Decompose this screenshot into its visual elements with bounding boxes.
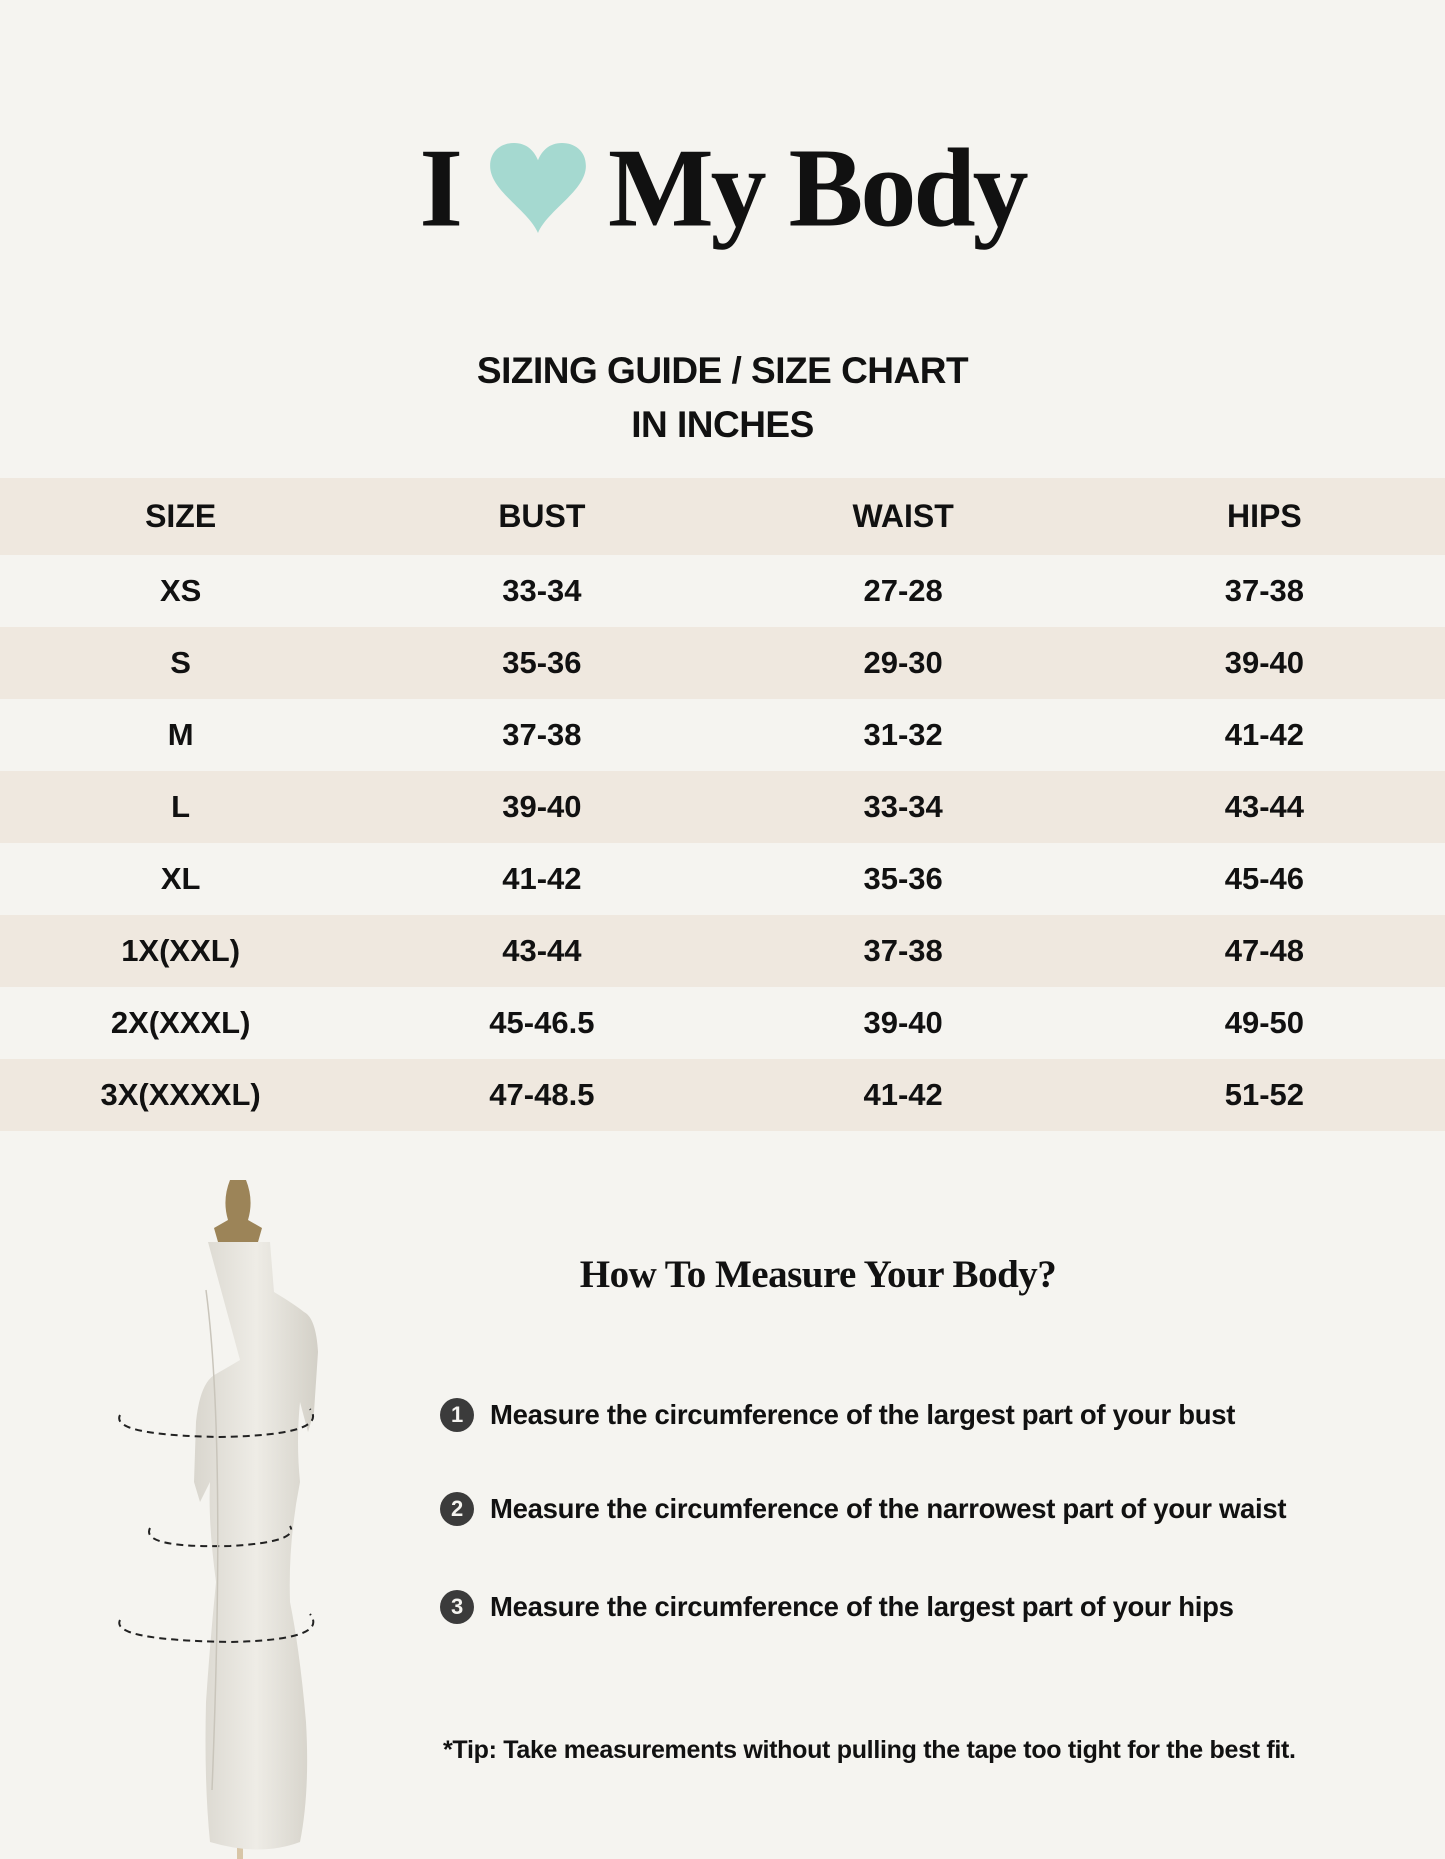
- table-row: S 35-36 29-30 39-40: [0, 627, 1445, 699]
- column-header: HIPS: [1227, 498, 1302, 534]
- waist-cell: 35-36: [863, 861, 943, 896]
- hips-cell: 49-50: [1224, 1005, 1305, 1040]
- table-row: 2X(XXXL) 45-46.5 39-40 49-50: [0, 987, 1445, 1059]
- bust-cell: 35-36: [502, 645, 582, 680]
- hips-cell: 41-42: [1224, 717, 1305, 752]
- how-to-measure-title: How To Measure Your Body?: [579, 1253, 1057, 1296]
- bust-cell: 33-34: [502, 573, 582, 608]
- waist-cell: 31-32: [863, 717, 943, 752]
- title-right: My Body: [607, 126, 1029, 251]
- step-number-icon: 2: [440, 1492, 474, 1526]
- table-row: XS 33-34 27-28 37-38: [0, 555, 1445, 627]
- step-number-icon: 3: [440, 1590, 474, 1624]
- heading-line2: IN INCHES: [631, 404, 814, 445]
- table-row: XL 41-42 35-36 45-46: [0, 843, 1445, 915]
- step-text: Measure the circumference of the largest…: [490, 1591, 1234, 1622]
- hips-cell: 43-44: [1224, 789, 1305, 824]
- size-cell: S: [170, 645, 191, 680]
- step-waist: 2 Measure the circumference of the narro…: [440, 1492, 1287, 1526]
- table-row: L 39-40 33-34 43-44: [0, 771, 1445, 843]
- hips-cell: 51-52: [1224, 1077, 1305, 1112]
- column-header: BUST: [498, 498, 586, 534]
- waist-cell: 39-40: [863, 1005, 943, 1040]
- column-header: SIZE: [145, 498, 217, 534]
- step-number-icon: 1: [440, 1398, 474, 1432]
- bust-cell: 47-48.5: [489, 1077, 595, 1112]
- waist-cell: 29-30: [863, 645, 943, 680]
- table-row: M 37-38 31-32 41-42: [0, 699, 1445, 771]
- waist-cell: 27-28: [863, 573, 943, 608]
- size-cell: XL: [160, 861, 201, 896]
- hips-cell: 45-46: [1224, 861, 1305, 896]
- bust-cell: 37-38: [502, 717, 582, 752]
- hips-cell: 47-48: [1224, 933, 1305, 968]
- table-header: SIZE BUST WAIST HIPS: [0, 478, 1445, 555]
- size-cell: 3X(XXXXL): [100, 1077, 261, 1112]
- hips-cell: 37-38: [1224, 573, 1305, 608]
- waist-cell: 33-34: [863, 789, 943, 824]
- size-cell: L: [171, 789, 191, 824]
- hips-cell: 39-40: [1224, 645, 1305, 680]
- step-hips: 3 Measure the circumference of the large…: [440, 1590, 1234, 1624]
- size-cell: 2X(XXXL): [110, 1005, 251, 1040]
- bust-cell: 43-44: [502, 933, 582, 968]
- size-cell: XS: [159, 573, 202, 608]
- size-cell: 1X(XXL): [121, 933, 241, 968]
- mannequin-image: [118, 1180, 318, 1859]
- title-left: I: [419, 126, 463, 251]
- tip-text: *Tip: Take measurements without pulling …: [443, 1736, 1296, 1764]
- size-table: SIZE BUST WAIST HIPS XS 33-34 27-28 37-38 S 3…: [0, 478, 1445, 1131]
- heart-icon: [490, 143, 586, 234]
- waist-cell: 37-38: [863, 933, 943, 968]
- table-row: 1X(XXL) 43-44 37-38 47-48: [0, 915, 1445, 987]
- heading-line1: SIZING GUIDE / SIZE CHART: [476, 350, 969, 391]
- size-cell: M: [167, 717, 194, 752]
- step-text: Measure the circumference of the narrowe…: [490, 1493, 1287, 1524]
- brand-title: I My Body: [0, 112, 1445, 253]
- step-bust: 1 Measure the circumference of the large…: [440, 1398, 1235, 1432]
- step-text: Measure the circumference of the largest…: [490, 1399, 1236, 1430]
- bust-cell: 39-40: [502, 789, 582, 824]
- bust-cell: 41-42: [502, 861, 582, 896]
- waist-cell: 41-42: [863, 1077, 943, 1112]
- column-header: WAIST: [852, 498, 954, 534]
- bust-cell: 45-46.5: [489, 1005, 595, 1040]
- table-row: 3X(XXXXL) 47-48.5 41-42 51-52: [0, 1059, 1445, 1131]
